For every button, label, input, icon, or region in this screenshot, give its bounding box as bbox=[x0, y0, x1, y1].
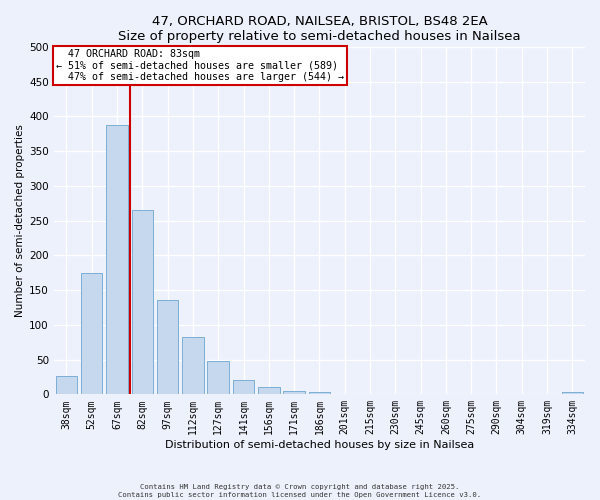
Title: 47, ORCHARD ROAD, NAILSEA, BRISTOL, BS48 2EA
Size of property relative to semi-d: 47, ORCHARD ROAD, NAILSEA, BRISTOL, BS48… bbox=[118, 15, 521, 43]
Bar bbox=[562, 392, 583, 394]
Bar bbox=[182, 338, 203, 394]
Y-axis label: Number of semi-detached properties: Number of semi-detached properties bbox=[15, 124, 25, 317]
Bar bbox=[283, 391, 305, 394]
X-axis label: Distribution of semi-detached houses by size in Nailsea: Distribution of semi-detached houses by … bbox=[165, 440, 474, 450]
Bar bbox=[308, 392, 330, 394]
Bar bbox=[233, 380, 254, 394]
Bar bbox=[106, 126, 128, 394]
Bar bbox=[258, 386, 280, 394]
Bar bbox=[157, 300, 178, 394]
Bar bbox=[131, 210, 153, 394]
Bar bbox=[81, 272, 103, 394]
Bar bbox=[56, 376, 77, 394]
Bar bbox=[208, 361, 229, 394]
Text: Contains HM Land Registry data © Crown copyright and database right 2025.
Contai: Contains HM Land Registry data © Crown c… bbox=[118, 484, 482, 498]
Text: 47 ORCHARD ROAD: 83sqm
← 51% of semi-detached houses are smaller (589)
  47% of : 47 ORCHARD ROAD: 83sqm ← 51% of semi-det… bbox=[56, 49, 344, 82]
